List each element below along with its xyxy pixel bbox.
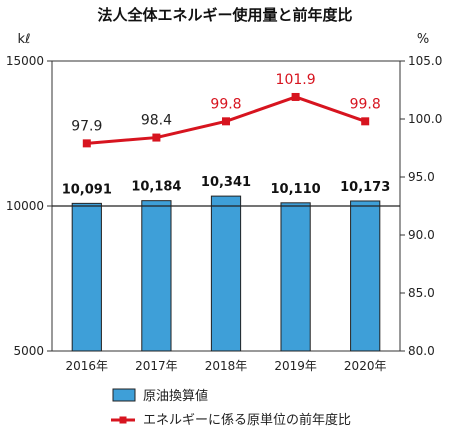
line-point (361, 117, 370, 126)
line-series (82, 92, 370, 148)
right-tick-label: 90.0 (408, 228, 435, 242)
chart-title: 法人全体エネルギー使用量と前年度比 (97, 6, 352, 24)
right-tick-label: 100.0 (408, 112, 442, 126)
bar-series (71, 195, 381, 352)
category-label: 2020年 (344, 359, 387, 373)
right-tick-label: 80.0 (408, 344, 435, 358)
left-tick-label: 10000 (6, 199, 44, 213)
line-value-labels: 97.9 98.4 99.8 101.9 99.8 (71, 72, 381, 134)
left-tick-label: 15000 (6, 54, 44, 68)
legend: 原油換算値 エネルギーに係る原単位の前年度比 (111, 388, 351, 428)
bar (280, 202, 311, 352)
right-axis-ticks: 80.0 85.0 90.0 95.0 100.0 105.0 (400, 54, 442, 358)
bar (141, 200, 172, 352)
bar (71, 202, 102, 352)
category-label: 2016年 (66, 359, 109, 373)
bar-value-label: 10,173 (340, 180, 390, 195)
right-tick-label: 85.0 (408, 286, 435, 300)
bar-value-label: 10,091 (62, 182, 112, 197)
line-value-label: 98.4 (141, 113, 172, 129)
bar (210, 195, 242, 352)
bar-value-label: 10,341 (201, 175, 251, 190)
bar-value-labels: 10,091 10,184 10,341 10,110 10,173 (62, 175, 391, 197)
category-label: 2017年 (135, 359, 178, 373)
category-label: 2018年 (205, 359, 248, 373)
line-value-label: 101.9 (276, 72, 316, 88)
bar-value-label: 10,184 (131, 180, 181, 195)
right-axis-unit: % (417, 32, 429, 47)
line-point (222, 117, 230, 126)
right-tick-label: 95.0 (408, 170, 435, 184)
category-labels: 2016年 2017年 2018年 2019年 2020年 (66, 359, 387, 373)
line-point (291, 92, 300, 101)
line-point (152, 133, 161, 142)
right-tick-label: 105.0 (408, 54, 442, 68)
legend-line-marker (119, 416, 127, 424)
line-value-label: 97.9 (71, 118, 102, 134)
left-tick-label: 5000 (13, 344, 44, 358)
bar (350, 200, 381, 352)
line-point (82, 139, 91, 148)
line-value-label: 99.8 (210, 96, 241, 112)
legend-line-label: エネルギーに係る原単位の前年度比 (143, 412, 351, 428)
left-axis-ticks: 5000 10000 15000 (6, 54, 52, 358)
bar-value-label: 10,110 (271, 182, 321, 197)
line-value-label: 99.8 (350, 96, 381, 112)
category-label: 2019年 (274, 359, 317, 373)
legend-bar-label: 原油換算値 (143, 388, 208, 404)
legend-bar-swatch (112, 388, 136, 402)
left-axis-unit: kℓ (18, 32, 31, 47)
